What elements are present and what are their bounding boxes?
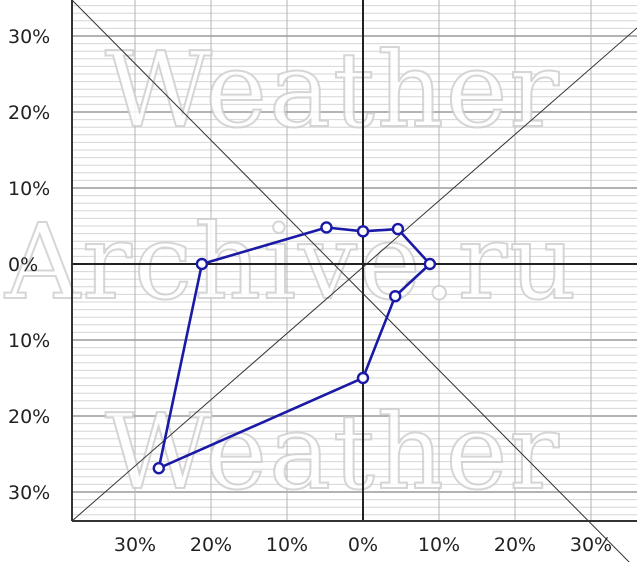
y-tick-label: 20% xyxy=(8,406,50,428)
y-tick-label: 0% xyxy=(8,254,38,276)
y-tick-label: 30% xyxy=(8,26,50,48)
diagonal-nw-se xyxy=(71,0,630,562)
watermark-text: Weather xyxy=(105,29,561,151)
x-tick-label: 0% xyxy=(348,534,378,556)
y-tick-label: 30% xyxy=(8,482,50,504)
axes xyxy=(71,0,637,522)
x-tick-label: 10% xyxy=(266,534,308,556)
data-point-w xyxy=(195,257,209,271)
data-point-se xyxy=(389,290,402,303)
watermark-text: Weather xyxy=(105,391,561,513)
data-point-nw xyxy=(320,221,333,234)
watermark: Weather Archive.ru Weather xyxy=(3,28,578,514)
x-tick-label: 20% xyxy=(190,534,232,556)
series-layer xyxy=(152,221,437,475)
x-tick-label: 30% xyxy=(570,534,612,556)
tick-labels: 30% 20% 10% 0% 10% 20% 30% 30% 20% 10% 0% 10% 20% 30% xyxy=(8,26,612,556)
x-tick-label: 10% xyxy=(418,534,460,556)
major-grid xyxy=(72,0,637,521)
watermark-text: Archive.ru xyxy=(4,201,578,323)
minor-grid xyxy=(72,5,637,516)
y-tick-label: 20% xyxy=(8,102,50,124)
y-tick-label: 10% xyxy=(8,330,50,352)
data-point-sw xyxy=(152,462,165,475)
data-point-n xyxy=(356,225,370,238)
x-tick-label: 20% xyxy=(494,534,536,556)
y-tick-label: 10% xyxy=(8,178,50,200)
data-point-s xyxy=(356,371,370,385)
x-tick-label: 30% xyxy=(114,534,156,556)
data-point-ne xyxy=(391,222,405,236)
data-point-e xyxy=(423,257,437,271)
